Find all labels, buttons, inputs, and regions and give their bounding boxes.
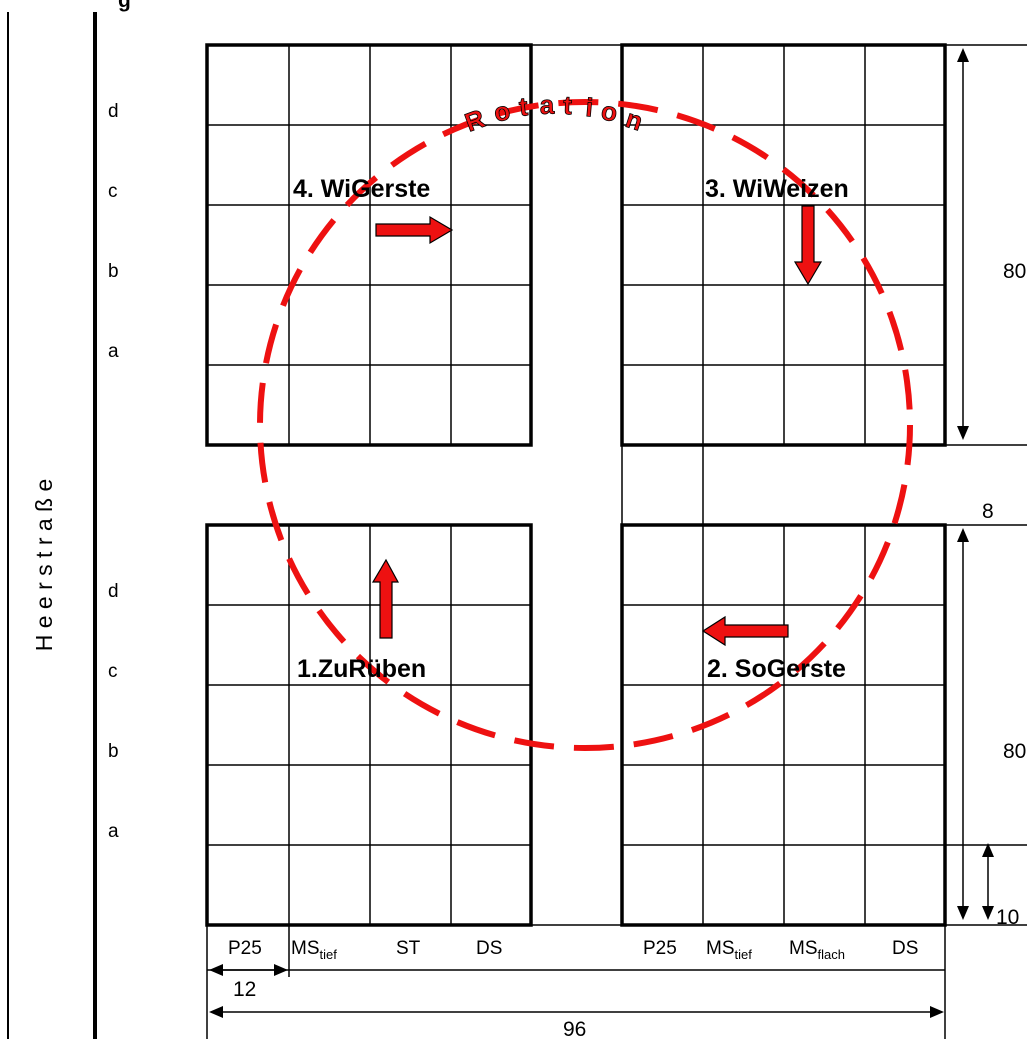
arrow-down-icon bbox=[793, 205, 823, 286]
plot-title-2: 2. SoGerste bbox=[707, 655, 846, 683]
col-label-right-2: MStief bbox=[706, 938, 752, 962]
dimension-arrow-column bbox=[209, 964, 288, 976]
col-label-left-4: DS bbox=[476, 938, 502, 959]
rotation-letter: o bbox=[491, 95, 513, 128]
rotation-label: R o t a t i o n bbox=[460, 89, 647, 138]
dim-upper-height: 80 bbox=[1003, 260, 1026, 283]
rotation-letter: a bbox=[539, 89, 555, 120]
col-label-right-4: DS bbox=[892, 938, 918, 959]
row-label-lower-b: b bbox=[108, 741, 119, 762]
rotation-letter: R bbox=[461, 103, 489, 138]
rotation-letter: t bbox=[517, 91, 529, 122]
row-label-upper-d: d bbox=[108, 101, 119, 122]
dim-lower-height: 80 bbox=[1003, 740, 1026, 763]
row-label-upper-a: a bbox=[108, 341, 119, 362]
dimension-arrow-total bbox=[209, 1006, 944, 1018]
arrow-up-icon bbox=[371, 558, 400, 639]
rotation-circle bbox=[257, 99, 913, 751]
col-label-left-3: ST bbox=[396, 938, 421, 959]
arrow-left-icon bbox=[701, 615, 789, 647]
col-label-left-2: MStief bbox=[291, 938, 337, 962]
dim-row-height: 10 bbox=[996, 906, 1019, 929]
street-label: H e e r s t r a ß e bbox=[31, 479, 57, 652]
plot-grid-lower-right bbox=[620, 523, 947, 927]
arrow-right-icon bbox=[375, 215, 454, 245]
dimension-arrow-lower bbox=[957, 528, 969, 920]
plot-title-3: 3. WiWeizen bbox=[705, 175, 849, 203]
rotation-letter: t bbox=[563, 90, 573, 120]
plot-title-1: 1.ZuRüben bbox=[297, 655, 426, 683]
plot-grid-upper-left bbox=[205, 43, 533, 447]
rotation-letter: o bbox=[599, 95, 620, 127]
dim-column-width: 12 bbox=[233, 978, 256, 1001]
row-label-lower-c: c bbox=[108, 661, 118, 682]
plot-grid-upper-right bbox=[620, 43, 947, 447]
dim-gap: 8 bbox=[982, 500, 994, 523]
row-label-upper-b: b bbox=[108, 261, 119, 282]
connector-lines bbox=[531, 44, 1027, 926]
row-label-lower-a: a bbox=[108, 821, 119, 842]
col-label-right-3: MSflach bbox=[789, 938, 845, 962]
col-label-left-1: P25 bbox=[228, 938, 262, 959]
plot-grid-lower-left bbox=[205, 523, 533, 927]
row-label-lower-d: d bbox=[108, 581, 119, 602]
title-fragment: g bbox=[118, 0, 131, 12]
dimension-arrow-row bbox=[982, 843, 994, 920]
plot-title-4: 4. WiGerste bbox=[293, 175, 430, 203]
dimension-arrow-upper bbox=[957, 48, 969, 440]
dim-total-width: 96 bbox=[563, 1018, 586, 1039]
column-label-box bbox=[206, 925, 946, 1039]
rotation-letter: i bbox=[584, 92, 594, 123]
col-label-right-1: P25 bbox=[643, 938, 677, 959]
row-label-upper-c: c bbox=[108, 181, 118, 202]
rotation-letter: n bbox=[622, 103, 646, 136]
